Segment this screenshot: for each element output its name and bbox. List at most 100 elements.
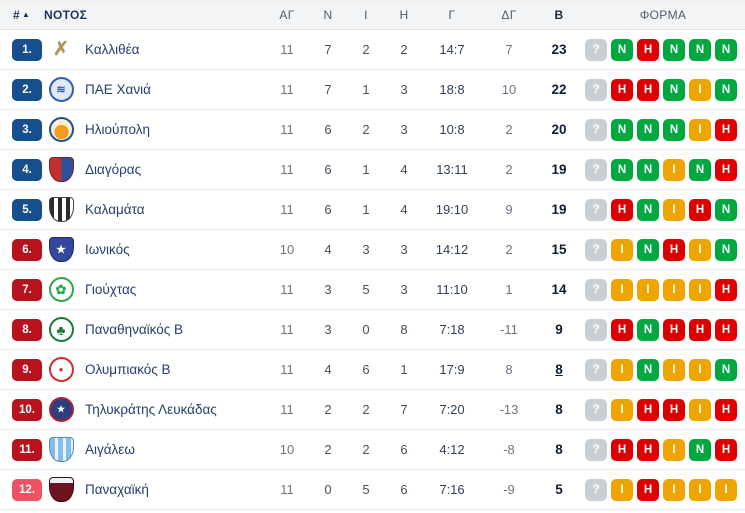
team-name-link[interactable]: Παναθηναϊκός Β (85, 322, 184, 337)
form-upcoming-badge[interactable]: ? (585, 478, 607, 501)
form-result-badge[interactable]: I (689, 278, 711, 301)
form-result-badge[interactable]: H (637, 478, 659, 501)
form-result-badge[interactable]: N (663, 118, 685, 141)
form-result-badge[interactable]: I (611, 238, 633, 261)
form-result-badge[interactable]: N (715, 358, 737, 381)
form-result-badge[interactable]: N (715, 238, 737, 261)
form-result-badge[interactable]: N (715, 38, 737, 61)
team-name-link[interactable]: Αιγάλεω (85, 442, 135, 457)
form-result-badge[interactable]: H (611, 198, 633, 221)
form-result-badge[interactable]: N (611, 38, 633, 61)
form-upcoming-badge[interactable]: ? (585, 438, 607, 461)
form-result-badge[interactable]: I (663, 438, 685, 461)
form-result-badge[interactable]: N (689, 438, 711, 461)
form-result-badge[interactable]: H (611, 318, 633, 341)
form-result-badge[interactable]: N (611, 158, 633, 181)
table-row[interactable]: 8. ♣ Παναθηναϊκός Β 11 3 0 8 7:18 -11 9 … (0, 310, 745, 350)
cell-losses: 4 (400, 162, 408, 177)
form-result-badge[interactable]: N (663, 38, 685, 61)
form-result-badge[interactable]: N (689, 38, 711, 61)
form-result-badge[interactable]: H (637, 398, 659, 421)
form-result-badge[interactable]: H (637, 78, 659, 101)
team-logo: ✗ (53, 39, 69, 60)
team-name-link[interactable]: Γιούχτας (85, 282, 137, 297)
form-result-badge[interactable]: I (611, 398, 633, 421)
form-result-badge[interactable]: H (611, 78, 633, 101)
table-row[interactable]: 2. ≋ ΠΑΕ Χανιά 11 7 1 3 18:8 10 22 ? H H N I… (0, 70, 745, 110)
form-result-badge[interactable]: I (611, 478, 633, 501)
form-upcoming-badge[interactable]: ? (585, 318, 607, 341)
table-row[interactable]: 1. ✗ Καλλιθέα 11 7 2 2 14:7 7 23 ? N H N N N (0, 30, 745, 70)
team-name-link[interactable]: Διαγόρας (85, 162, 142, 177)
form-result-badge[interactable]: H (637, 38, 659, 61)
form-result-badge[interactable]: N (689, 158, 711, 181)
table-row[interactable]: 5. Καλαμάτα 11 6 1 4 19:10 9 19 ? H N I H N (0, 190, 745, 230)
form-result-badge[interactable]: I (663, 278, 685, 301)
table-row[interactable]: 6. ★ Ιωνικός 10 4 3 3 14:12 2 15 ? I N H I N (0, 230, 745, 270)
table-row[interactable]: 4. Διαγόρας 11 6 1 4 13:11 2 19 ? N N I N H (0, 150, 745, 190)
team-name-link[interactable]: ΠΑΕ Χανιά (85, 82, 151, 97)
form-result-badge[interactable]: I (611, 278, 633, 301)
team-name-link[interactable]: Ολυμπιακός Β (85, 362, 171, 377)
form-upcoming-badge[interactable]: ? (585, 158, 607, 181)
form-result-badge[interactable]: I (663, 358, 685, 381)
team-name-link[interactable]: Ιωνικός (85, 242, 130, 257)
form-result-badge[interactable]: N (611, 118, 633, 141)
form-result-badge[interactable]: I (689, 358, 711, 381)
table-row[interactable]: 3. Ηλιούπολη 11 6 2 3 10:8 2 20 ? N N N I H (0, 110, 745, 150)
form-result-badge[interactable]: H (611, 438, 633, 461)
team-name-link[interactable]: Καλλιθέα (85, 42, 140, 57)
form-result-badge[interactable]: I (611, 358, 633, 381)
form-result-badge[interactable]: N (637, 118, 659, 141)
form-result-badge[interactable]: H (663, 318, 685, 341)
form-result-badge[interactable]: I (689, 118, 711, 141)
form-result-badge[interactable]: N (637, 358, 659, 381)
form-result-badge[interactable]: N (637, 238, 659, 261)
form-upcoming-badge[interactable]: ? (585, 398, 607, 421)
table-row[interactable]: 12. Παναχαϊκή 11 0 5 6 7:16 -9 5 ? I H I I I (0, 470, 745, 510)
table-row[interactable]: 7. ✿ Γιούχτας 11 3 5 3 11:10 1 14 ? I I I I H (0, 270, 745, 310)
form-result-badge[interactable]: H (689, 198, 711, 221)
form-result-badge[interactable]: N (637, 318, 659, 341)
form-result-badge[interactable]: I (689, 478, 711, 501)
form-result-badge[interactable]: N (637, 198, 659, 221)
form-result-badge[interactable]: H (689, 318, 711, 341)
form-result-badge[interactable]: N (715, 78, 737, 101)
form-result-badge[interactable]: I (689, 78, 711, 101)
form-result-badge[interactable]: I (663, 198, 685, 221)
form-result-badge[interactable]: I (689, 398, 711, 421)
form-upcoming-badge[interactable]: ? (585, 118, 607, 141)
form-result-badge[interactable]: H (715, 318, 737, 341)
form-upcoming-badge[interactable]: ? (585, 278, 607, 301)
column-header-rank[interactable]: # ▲ (0, 8, 44, 22)
form-result-badge[interactable]: H (637, 438, 659, 461)
form-upcoming-badge[interactable]: ? (585, 358, 607, 381)
form-result-badge[interactable]: I (689, 238, 711, 261)
form-upcoming-badge[interactable]: ? (585, 38, 607, 61)
form-result-badge[interactable]: N (637, 158, 659, 181)
cell-goal-diff: 10 (501, 82, 517, 97)
form-result-badge[interactable]: H (715, 438, 737, 461)
form-upcoming-badge[interactable]: ? (585, 78, 607, 101)
form-result-badge[interactable]: I (663, 158, 685, 181)
team-name-link[interactable]: Παναχαϊκή (85, 482, 149, 497)
form-result-badge[interactable]: I (637, 278, 659, 301)
form-result-badge[interactable]: H (715, 398, 737, 421)
team-name-link[interactable]: Τηλυκράτης Λευκάδας (85, 402, 217, 417)
form-result-badge[interactable]: I (663, 478, 685, 501)
form-result-badge[interactable]: H (663, 238, 685, 261)
form-upcoming-badge[interactable]: ? (585, 198, 607, 221)
team-name-link[interactable]: Καλαμάτα (85, 202, 145, 217)
form-result-badge[interactable]: I (715, 478, 737, 501)
table-row[interactable]: 11. Αιγάλεω 10 2 2 6 4:12 -8 8 ? H H I N H (0, 430, 745, 470)
form-result-badge[interactable]: H (715, 118, 737, 141)
form-upcoming-badge[interactable]: ? (585, 238, 607, 261)
table-row[interactable]: 9. ● Ολυμπιακός Β 11 4 6 1 17:9 8 8 ? I N I… (0, 350, 745, 390)
form-result-badge[interactable]: H (663, 398, 685, 421)
team-name-link[interactable]: Ηλιούπολη (85, 122, 151, 137)
form-result-badge[interactable]: N (715, 198, 737, 221)
form-result-badge[interactable]: N (663, 78, 685, 101)
form-result-badge[interactable]: H (715, 278, 737, 301)
table-row[interactable]: 10. ★ Τηλυκράτης Λευκάδας 11 2 2 7 7:20 … (0, 390, 745, 430)
form-result-badge[interactable]: H (715, 158, 737, 181)
